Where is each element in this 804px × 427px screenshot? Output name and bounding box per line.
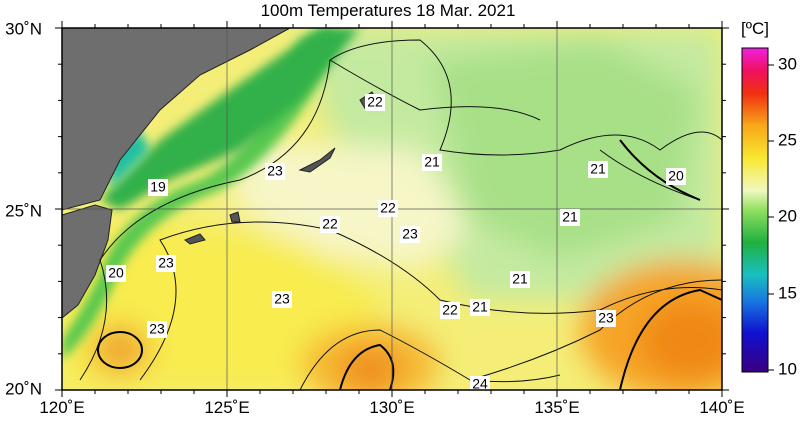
contour-label: 23 [274, 291, 290, 307]
contour-label-bg [470, 299, 490, 316]
x-tick-label: 125˚E [204, 398, 249, 417]
temperature-field [62, 28, 722, 390]
contour-label-bg [147, 321, 167, 338]
contour-label: 23 [267, 163, 283, 179]
colorbar-label: 20 [778, 206, 797, 225]
x-tick-label: 140˚E [699, 398, 744, 417]
y-tick-label: 30˚N [5, 19, 42, 38]
colorbar-label: 15 [778, 283, 797, 302]
contour-labels: 22 21 23 19 22 21 20 22 23 21 20 23 21 23 22 21 23 23 24 [106, 94, 686, 392]
colorbar-ticks: 30 25 20 15 10 [768, 54, 797, 378]
title: 100m Temperatures 18 Mar. 2021 [261, 1, 516, 20]
contour-label-bg [320, 216, 340, 233]
contour-label: 21 [512, 271, 528, 287]
contour-label-bg [510, 271, 530, 288]
contour-label: 21 [472, 299, 488, 315]
contour-label: 22 [322, 216, 338, 232]
contour-label: 21 [590, 161, 606, 177]
contour-label-bg [265, 163, 285, 180]
contour-label: 22 [380, 200, 396, 216]
thick-contours [97, 139, 722, 390]
colorbar-unit: [ºC] [741, 19, 769, 38]
colorbar-label: 30 [778, 54, 797, 73]
contour-label: 19 [150, 179, 166, 195]
y-tick-label: 25˚N [5, 201, 42, 220]
axis-labels: 120˚E 125˚E 130˚E 135˚E 140˚E 30˚N 25˚N 20˚N [5, 19, 745, 417]
map-area: 22 21 23 19 22 21 20 22 23 21 20 23 21 23 22 21 23 23 24 [62, 28, 722, 392]
contour-label-bg [560, 209, 580, 226]
contour-label: 23 [598, 310, 614, 326]
contour-label: 22 [367, 94, 383, 110]
x-tick-label: 120˚E [39, 398, 84, 417]
contour-label-bg [148, 179, 168, 196]
contour-label-bg [272, 291, 292, 308]
land-china [62, 28, 291, 211]
colorbar-label: 10 [778, 359, 797, 378]
contour-label-bg [666, 168, 686, 185]
contour-label: 24 [472, 376, 488, 392]
contour-label: 22 [442, 302, 458, 318]
contour-label-bg [588, 161, 608, 178]
contour-label: 23 [149, 321, 165, 337]
contour-label-bg [422, 154, 442, 171]
frame-ticks [55, 21, 729, 397]
contour-label: 23 [158, 255, 174, 271]
colorbar [741, 47, 769, 373]
contour-label: 21 [424, 154, 440, 170]
contour-label-bg [596, 310, 616, 327]
contour-label: 20 [108, 265, 124, 281]
contour-label-bg [378, 200, 398, 217]
contour-label-bg [365, 94, 385, 111]
contour-label-bg [470, 376, 490, 390]
contour-label-bg [106, 265, 126, 282]
colorbar-label: 25 [778, 130, 797, 149]
contour-label-bg [156, 255, 176, 272]
contour-label: 23 [402, 226, 418, 242]
y-tick-label: 20˚N [5, 379, 42, 398]
x-tick-label: 135˚E [534, 398, 579, 417]
cool-shelf [100, 28, 360, 210]
x-tick-label: 130˚E [369, 398, 414, 417]
contour-label-bg [400, 226, 420, 243]
contour-label: 21 [562, 209, 578, 225]
contour-label-bg [440, 302, 460, 319]
contour-label: 20 [668, 168, 684, 184]
